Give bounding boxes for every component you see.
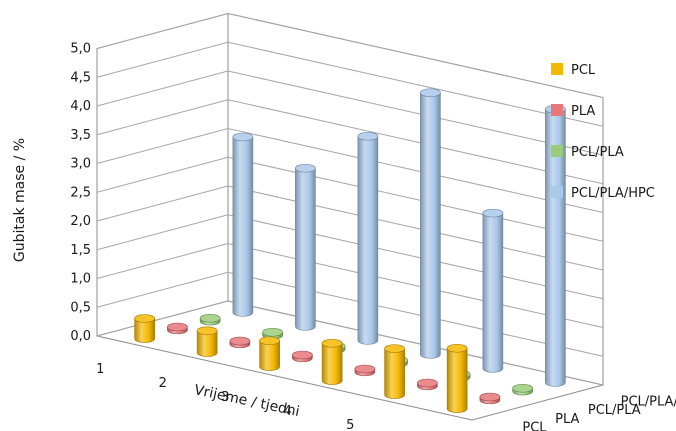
x-tick-labels: 123456 bbox=[96, 362, 354, 431]
gridlines bbox=[96, 12, 604, 386]
bar-PCL/PLA/HPC-3 bbox=[357, 131, 379, 345]
bar-PLA-1 bbox=[167, 322, 188, 335]
y-tick-label: 4,5 bbox=[70, 70, 91, 85]
bar-PCL/PLA/HPC-5 bbox=[482, 208, 504, 373]
gridline bbox=[96, 156, 604, 242]
gridline bbox=[96, 99, 604, 185]
bar-PCL/PLA/HPC-4 bbox=[420, 88, 441, 359]
gridline bbox=[96, 12, 604, 98]
depth-tick-label: PCL bbox=[522, 421, 547, 431]
legend: PCL PLA PCL/PLA PCL/PLA/HPC bbox=[551, 63, 655, 201]
bar-PLA-6 bbox=[479, 392, 501, 405]
bar-PLA-2 bbox=[229, 336, 251, 349]
bar-PLA-5 bbox=[417, 378, 438, 391]
y-tick-label: 2,0 bbox=[70, 214, 91, 229]
chart-walls bbox=[96, 12, 604, 421]
bar-PLA-3 bbox=[292, 350, 313, 363]
bar-PLA-4 bbox=[354, 364, 376, 377]
legend-label: PLA bbox=[571, 104, 595, 119]
legend-swatch bbox=[551, 104, 563, 116]
bar-PCL/PLA-6 bbox=[512, 383, 533, 396]
x-tick-label: 2 bbox=[159, 376, 167, 391]
bar-PCL/PLA/HPC-2 bbox=[295, 163, 316, 331]
y-tick-label: 1,5 bbox=[70, 243, 91, 258]
bar-PCL/PLA-1 bbox=[199, 313, 221, 326]
x-axis-title: Vrijeme / tjedni bbox=[193, 382, 301, 420]
gridline bbox=[96, 214, 604, 300]
bar-PCL-2 bbox=[196, 326, 218, 357]
y-tick-labels: 0,0 0,5 1,0 1,5 2,0 2,5 3,0 3,5 4,0 4,5 5,0 bbox=[70, 42, 91, 345]
depth-tick-label: PCL/PLA/HPC bbox=[621, 394, 676, 409]
y-tick-label: 3,5 bbox=[70, 128, 91, 143]
legend-label: PCL/PLA/HPC bbox=[571, 186, 655, 201]
depth-tick-label: PCL/PLA bbox=[588, 403, 641, 418]
bar-PCL-1 bbox=[134, 314, 155, 343]
bar-PCL/PLA/HPC-1 bbox=[232, 132, 254, 317]
x-tick-label: 1 bbox=[96, 362, 104, 377]
y-tick-label: 1,0 bbox=[70, 272, 91, 287]
y-tick-label: 2,5 bbox=[70, 185, 91, 200]
depth-tick-label: PLA bbox=[555, 412, 579, 427]
x-tick-label: 3 bbox=[221, 390, 229, 405]
gridline bbox=[96, 70, 604, 156]
y-tick-label: 4,0 bbox=[70, 99, 91, 114]
y-tick-label: 3,0 bbox=[70, 157, 91, 172]
gridline bbox=[96, 41, 604, 127]
x-tick-label: 4 bbox=[284, 404, 292, 419]
gridline bbox=[96, 127, 604, 213]
legend-label: PCL bbox=[571, 63, 596, 78]
bar-PCL-6 bbox=[446, 343, 468, 413]
y-tick-label: 0,0 bbox=[70, 329, 91, 344]
legend-swatch bbox=[551, 186, 563, 198]
legend-label: PCL/PLA bbox=[571, 145, 624, 160]
y-tick-label: 5,0 bbox=[70, 42, 91, 57]
legend-swatch bbox=[551, 145, 563, 157]
x-tick-label: 5 bbox=[346, 418, 354, 431]
bar-PCL-5 bbox=[384, 344, 405, 399]
bar-PCL-4 bbox=[321, 338, 343, 385]
y-tick-label: 0,5 bbox=[70, 300, 91, 315]
bars bbox=[134, 88, 566, 413]
gridline bbox=[96, 271, 604, 357]
bar-PCL-3 bbox=[259, 336, 280, 371]
gridline bbox=[96, 185, 604, 271]
gridline bbox=[96, 242, 604, 328]
legend-swatch bbox=[551, 63, 563, 75]
y-axis-title: Gubitak mase / % bbox=[12, 138, 28, 262]
